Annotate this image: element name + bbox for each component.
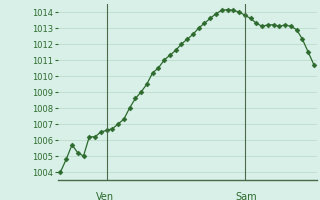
Text: Ven: Ven: [96, 192, 114, 200]
Text: Sam: Sam: [235, 192, 257, 200]
